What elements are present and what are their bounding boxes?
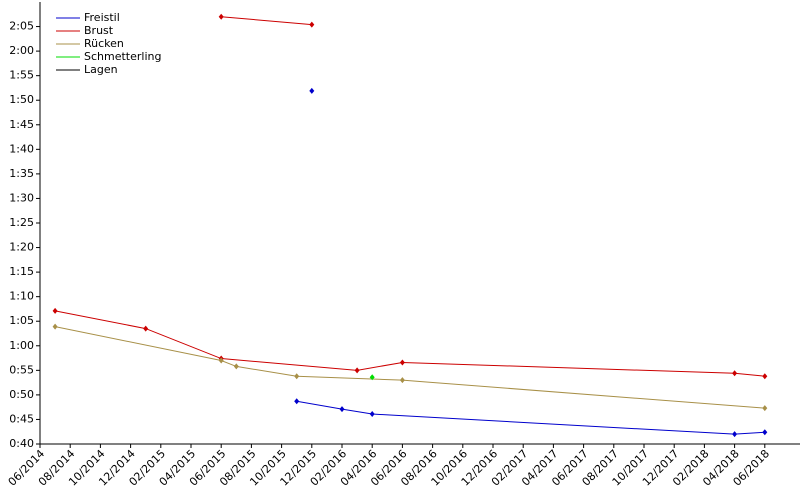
series-line [55, 16, 765, 377]
y-tick-label: 1:15 [9, 265, 34, 278]
data-point [52, 323, 58, 330]
y-tick-label: 0:45 [9, 412, 34, 425]
y-tick-label: 1:35 [9, 167, 34, 180]
legend-label: Rücken [84, 37, 124, 50]
legend-label: Lagen [84, 63, 118, 76]
y-tick-label: 1:40 [9, 142, 34, 155]
data-point [732, 431, 738, 438]
data-point [294, 398, 300, 405]
data-point [52, 307, 58, 314]
legend-label: Freistil [84, 11, 120, 24]
legend-label: Schmetterling [84, 50, 161, 63]
data-point [309, 21, 315, 28]
series-line [297, 91, 765, 434]
y-tick-label: 1:45 [9, 118, 34, 131]
series-line [55, 326, 765, 409]
y-tick-label: 1:05 [9, 314, 34, 327]
data-point [762, 429, 768, 436]
data-point [233, 363, 239, 370]
y-tick-label: 0:55 [9, 363, 34, 376]
data-point [218, 13, 224, 20]
y-tick-label: 1:25 [9, 216, 34, 229]
y-tick-label: 1:20 [9, 241, 34, 254]
data-point [762, 405, 768, 412]
data-point [399, 377, 405, 384]
data-point [339, 406, 345, 413]
data-point [369, 411, 375, 418]
y-tick-label: 1:50 [9, 93, 34, 106]
data-point [309, 87, 315, 94]
data-point [294, 373, 300, 380]
data-point [143, 325, 149, 332]
data-point [399, 359, 405, 366]
data-point [354, 367, 360, 374]
y-tick-label: 0:40 [9, 437, 34, 450]
y-tick-label: 1:10 [9, 290, 34, 303]
legend-label: Brust [84, 24, 114, 37]
y-tick-label: 1:55 [9, 69, 34, 82]
y-tick-label: 0:50 [9, 388, 34, 401]
data-point [369, 374, 375, 381]
y-tick-label: 1:30 [9, 191, 34, 204]
data-point [762, 373, 768, 380]
y-tick-label: 1:00 [9, 339, 34, 352]
y-tick-label: 2:00 [9, 44, 34, 57]
data-point [218, 357, 224, 364]
y-tick-label: 2:05 [9, 20, 34, 33]
data-point [732, 370, 738, 377]
